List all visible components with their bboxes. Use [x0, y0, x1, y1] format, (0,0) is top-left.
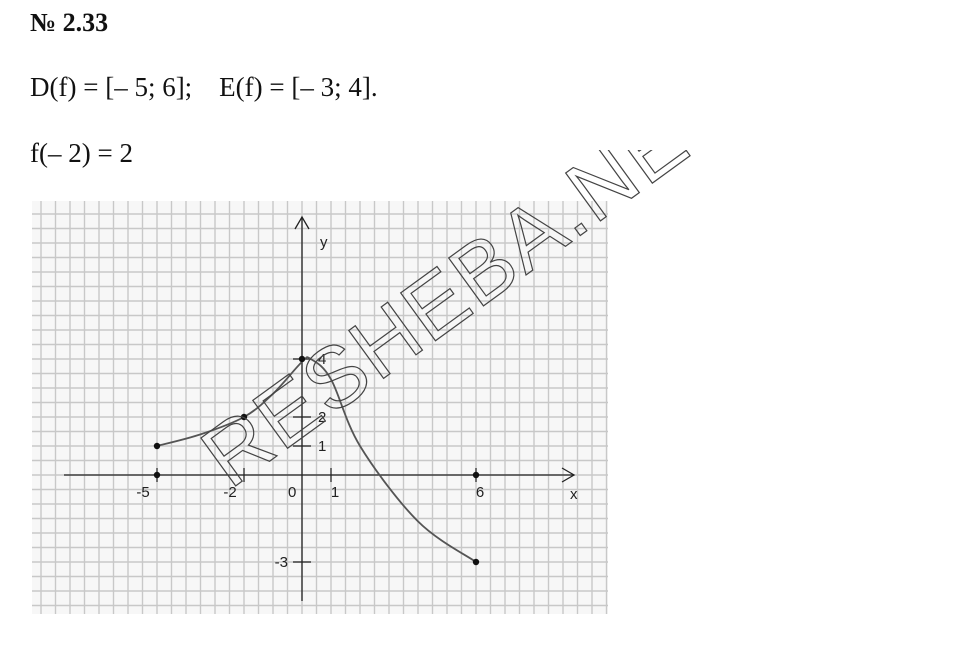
function-curve	[156, 356, 477, 563]
data-point	[472, 558, 480, 566]
data-point	[298, 355, 306, 363]
x-axis-label: x	[570, 486, 578, 503]
x-axis-arrow	[561, 467, 576, 483]
curve	[156, 356, 477, 563]
x-tick-label: 1	[331, 484, 339, 501]
problem-number: № 2.33	[30, 8, 109, 37]
x-tick-label: 0	[288, 484, 296, 501]
data-point	[240, 413, 248, 421]
x-tick-label: -5	[136, 484, 149, 501]
y-axis-arrow	[294, 215, 310, 230]
data-point	[472, 471, 480, 479]
axes	[64, 215, 576, 601]
x-tick-label: -2	[223, 484, 236, 501]
y-tick-label: -3	[275, 554, 288, 571]
graph-paper	[32, 201, 608, 614]
function-graph: -5 -2 0 1 6 4 2 1 -3 x y	[32, 201, 608, 614]
grid	[32, 201, 608, 614]
y-tick-label: 4	[318, 351, 326, 368]
data-point	[153, 471, 161, 479]
function-value-formula: f(– 2) = 2	[30, 138, 133, 168]
x-tick-label: 6	[476, 484, 484, 501]
marked-points	[153, 355, 480, 566]
domain-range-formula: D(f) = [– 5; 6]; E(f) = [– 3; 4].	[30, 72, 378, 102]
y-tick-label: 1	[318, 438, 326, 455]
data-point	[153, 442, 161, 450]
y-axis-label: y	[320, 234, 328, 251]
y-tick-label: 2	[318, 409, 326, 426]
tick-labels: -5 -2 0 1 6 4 2 1 -3 x y	[136, 234, 578, 571]
